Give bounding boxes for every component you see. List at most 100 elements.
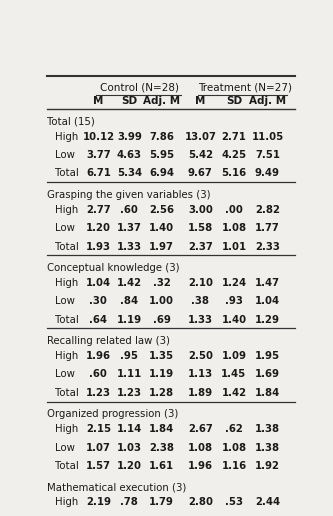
Text: Organized progression (3): Organized progression (3) <box>47 409 178 419</box>
Text: 1.20: 1.20 <box>86 223 111 233</box>
Text: 6.94: 6.94 <box>149 168 174 179</box>
Text: 1.16: 1.16 <box>221 461 246 471</box>
Text: 1.14: 1.14 <box>117 424 142 434</box>
Text: 1.01: 1.01 <box>221 241 246 251</box>
Text: 2.44: 2.44 <box>255 497 280 507</box>
Text: Control (N=28): Control (N=28) <box>100 83 178 93</box>
Text: 1.04: 1.04 <box>86 278 111 288</box>
Text: 10.12: 10.12 <box>82 132 115 142</box>
Text: 1.84: 1.84 <box>149 424 174 434</box>
Text: 1.24: 1.24 <box>221 278 246 288</box>
Text: High: High <box>55 278 78 288</box>
Text: 1.23: 1.23 <box>117 388 142 398</box>
Text: 5.34: 5.34 <box>117 168 142 179</box>
Text: 2.56: 2.56 <box>149 205 174 215</box>
Text: 1.33: 1.33 <box>117 241 142 251</box>
Text: Low: Low <box>55 443 74 453</box>
Text: .38: .38 <box>191 296 209 307</box>
Text: 5.16: 5.16 <box>221 168 246 179</box>
Text: .30: .30 <box>90 296 107 307</box>
Text: .95: .95 <box>120 351 139 361</box>
Text: 7.51: 7.51 <box>255 150 280 160</box>
Text: Total (15): Total (15) <box>47 117 95 126</box>
Text: .53: .53 <box>225 497 243 507</box>
Text: 1.92: 1.92 <box>255 461 280 471</box>
Text: 1.33: 1.33 <box>188 315 213 325</box>
Text: 1.38: 1.38 <box>255 424 280 434</box>
Text: SD: SD <box>121 96 138 106</box>
Text: 1.08: 1.08 <box>221 443 246 453</box>
Text: M: M <box>195 96 205 106</box>
Text: Adj. M: Adj. M <box>143 96 180 106</box>
Text: .60: .60 <box>121 205 138 215</box>
Text: .00: .00 <box>225 205 243 215</box>
Text: 1.89: 1.89 <box>188 388 213 398</box>
Text: 2.77: 2.77 <box>86 205 111 215</box>
Text: 2.82: 2.82 <box>255 205 280 215</box>
Text: 2.71: 2.71 <box>221 132 246 142</box>
Text: Mathematical execution (3): Mathematical execution (3) <box>47 482 186 492</box>
Text: 1.57: 1.57 <box>86 461 111 471</box>
Text: Total: Total <box>55 315 78 325</box>
Text: Grasping the given variables (3): Grasping the given variables (3) <box>47 189 210 200</box>
Text: 4.63: 4.63 <box>117 150 142 160</box>
Text: .93: .93 <box>225 296 243 307</box>
Text: 2.10: 2.10 <box>188 278 213 288</box>
Text: 1.93: 1.93 <box>86 241 111 251</box>
Text: 1.96: 1.96 <box>86 351 111 361</box>
Text: .62: .62 <box>225 424 243 434</box>
Text: .69: .69 <box>153 315 170 325</box>
Text: High: High <box>55 497 78 507</box>
Text: 1.38: 1.38 <box>255 443 280 453</box>
Text: 9.49: 9.49 <box>255 168 280 179</box>
Text: 3.77: 3.77 <box>86 150 111 160</box>
Text: 1.13: 1.13 <box>188 369 213 379</box>
Text: .64: .64 <box>89 315 108 325</box>
Text: High: High <box>55 132 78 142</box>
Text: Conceptual knowledge (3): Conceptual knowledge (3) <box>47 263 179 273</box>
Text: Adj. M: Adj. M <box>249 96 286 106</box>
Text: .60: .60 <box>90 369 107 379</box>
Text: 1.03: 1.03 <box>117 443 142 453</box>
Text: 9.67: 9.67 <box>188 168 213 179</box>
Text: 2.80: 2.80 <box>188 497 213 507</box>
Text: 11.05: 11.05 <box>251 132 284 142</box>
Text: Recalling related law (3): Recalling related law (3) <box>47 336 170 346</box>
Text: 2.33: 2.33 <box>255 241 280 251</box>
Text: 1.08: 1.08 <box>188 443 213 453</box>
Text: 1.42: 1.42 <box>117 278 142 288</box>
Text: 1.42: 1.42 <box>221 388 246 398</box>
Text: 1.61: 1.61 <box>149 461 174 471</box>
Text: 3.99: 3.99 <box>117 132 142 142</box>
Text: 1.95: 1.95 <box>255 351 280 361</box>
Text: 1.69: 1.69 <box>255 369 280 379</box>
Text: 1.19: 1.19 <box>149 369 174 379</box>
Text: Low: Low <box>55 223 74 233</box>
Text: 4.25: 4.25 <box>221 150 246 160</box>
Text: Low: Low <box>55 150 74 160</box>
Text: Total: Total <box>55 241 78 251</box>
Text: Treatment (N=27): Treatment (N=27) <box>198 83 292 93</box>
Text: 1.19: 1.19 <box>117 315 142 325</box>
Text: 1.40: 1.40 <box>149 223 174 233</box>
Text: 1.09: 1.09 <box>221 351 246 361</box>
Text: 1.35: 1.35 <box>149 351 174 361</box>
Text: 3.00: 3.00 <box>188 205 213 215</box>
Text: .32: .32 <box>153 278 170 288</box>
Text: 7.86: 7.86 <box>149 132 174 142</box>
Text: 1.23: 1.23 <box>86 388 111 398</box>
Text: Low: Low <box>55 369 74 379</box>
Text: 2.67: 2.67 <box>188 424 213 434</box>
Text: Total: Total <box>55 388 78 398</box>
Text: 5.95: 5.95 <box>149 150 174 160</box>
Text: 1.29: 1.29 <box>255 315 280 325</box>
Text: 2.38: 2.38 <box>149 443 174 453</box>
Text: Total: Total <box>55 461 78 471</box>
Text: 1.00: 1.00 <box>149 296 174 307</box>
Text: 1.96: 1.96 <box>188 461 213 471</box>
Text: High: High <box>55 424 78 434</box>
Text: .78: .78 <box>121 497 138 507</box>
Text: 2.37: 2.37 <box>188 241 213 251</box>
Text: 1.04: 1.04 <box>255 296 280 307</box>
Text: 13.07: 13.07 <box>184 132 216 142</box>
